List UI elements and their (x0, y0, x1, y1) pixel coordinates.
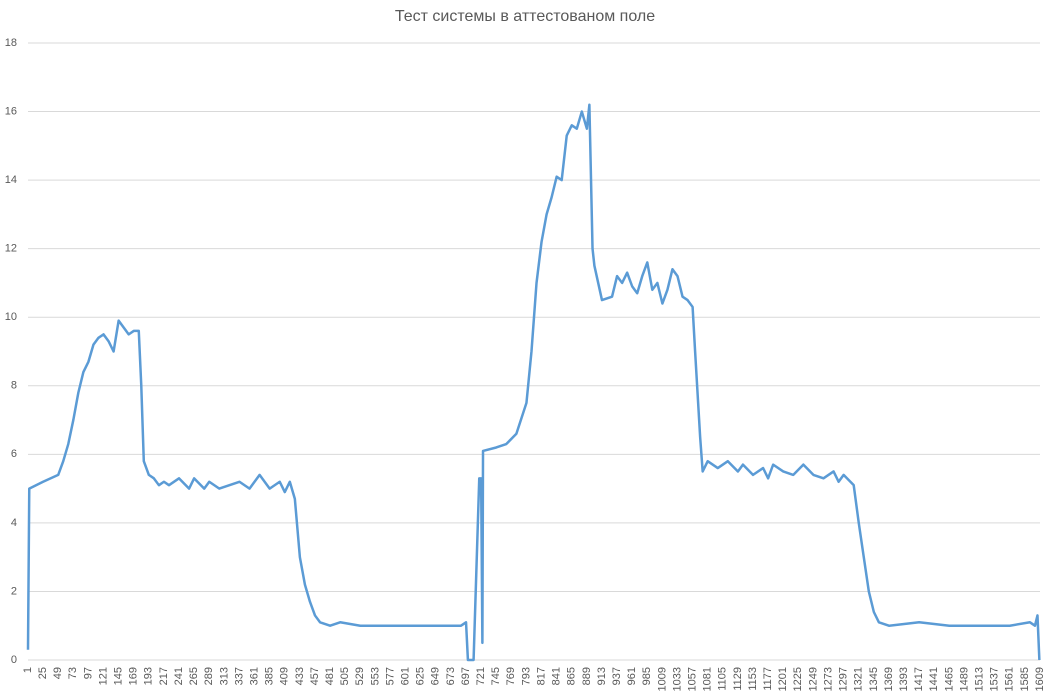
x-tick-label: 1201 (777, 667, 789, 691)
x-tick-label: 481 (324, 667, 336, 685)
x-tick-label: 1009 (656, 667, 668, 691)
x-tick-label: 1537 (989, 667, 1001, 691)
x-tick-label: 217 (158, 667, 170, 685)
x-tick-label: 1273 (822, 667, 834, 691)
x-tick-label: 841 (551, 667, 563, 685)
x-tick-label: 361 (248, 667, 260, 685)
x-tick-label: 577 (384, 667, 396, 685)
x-tick-label: 193 (143, 667, 155, 685)
x-tick-label: 1465 (943, 667, 955, 691)
x-tick-label: 457 (309, 667, 321, 685)
y-tick-label: 6 (11, 448, 17, 460)
x-tick-label: 745 (490, 667, 502, 685)
x-tick-label: 1441 (928, 667, 940, 691)
x-tick-label: 697 (460, 667, 472, 685)
x-tick-label: 601 (400, 667, 412, 685)
x-tick-label: 1585 (1019, 667, 1031, 691)
x-tick-label: 49 (52, 667, 64, 679)
y-tick-label: 16 (5, 105, 17, 117)
x-tick-label: 1489 (958, 667, 970, 691)
y-tick-label: 14 (5, 174, 17, 186)
x-tick-label: 265 (188, 667, 200, 685)
y-tick-label: 2 (11, 585, 17, 597)
x-tick-label: 1297 (838, 667, 850, 691)
x-tick-label: 73 (67, 667, 79, 679)
x-tick-label: 97 (82, 667, 94, 679)
x-tick-label: 1609 (1034, 667, 1046, 691)
y-tick-label: 12 (5, 243, 17, 255)
x-tick-label: 1153 (747, 667, 759, 691)
x-tick-label: 985 (641, 667, 653, 685)
x-tick-label: 1081 (702, 667, 714, 691)
x-tick-label: 145 (113, 667, 125, 685)
data-line (26, 103, 1041, 662)
x-tick-label: 121 (97, 667, 109, 685)
x-tick-label: 793 (520, 667, 532, 685)
x-tick-label: 1249 (807, 667, 819, 691)
x-tick-label: 1345 (868, 667, 880, 691)
x-tick-label: 1321 (853, 667, 865, 691)
x-tick-label: 433 (294, 667, 306, 685)
x-tick-label: 337 (233, 667, 245, 685)
y-tick-label: 10 (5, 311, 17, 323)
x-tick-label: 1225 (792, 667, 804, 691)
x-tick-label: 1417 (913, 667, 925, 691)
x-tick-label: 937 (611, 667, 623, 685)
x-tick-label: 889 (581, 667, 593, 685)
x-tick-label: 25 (37, 667, 49, 679)
x-tick-label: 409 (279, 667, 291, 685)
chart-title: Тест системы в аттестованом поле (395, 8, 655, 25)
x-tick-label: 553 (369, 667, 381, 685)
x-tick-label: 385 (264, 667, 276, 685)
x-tick-label: 865 (566, 667, 578, 685)
x-tick-label: 817 (535, 667, 547, 685)
y-tick-label: 8 (11, 380, 17, 392)
x-tick-label: 913 (596, 667, 608, 685)
x-tick-label: 649 (430, 667, 442, 685)
y-tick-label: 18 (5, 37, 17, 49)
x-tick-label: 289 (203, 667, 215, 685)
x-tick-label: 241 (173, 667, 185, 685)
y-tick-label: 4 (11, 517, 17, 529)
x-tick-label: 1561 (1004, 667, 1016, 691)
x-tick-label: 961 (626, 667, 638, 685)
x-tick-label: 313 (218, 667, 230, 685)
x-tick-label: 1 (22, 667, 34, 673)
x-tick-label: 1033 (671, 667, 683, 691)
x-tick-label: 625 (415, 667, 427, 685)
x-tick-label: 529 (354, 667, 366, 685)
x-tick-label: 505 (339, 667, 351, 685)
x-tick-label: 169 (128, 667, 140, 685)
x-tick-label: 1393 (898, 667, 910, 691)
y-tick-label: 0 (11, 654, 17, 666)
x-tick-label: 1057 (687, 667, 699, 691)
x-tick-label: 721 (475, 667, 487, 685)
x-tick-label: 673 (445, 667, 457, 685)
x-tick-label: 1177 (762, 667, 774, 691)
x-tick-label: 1513 (973, 667, 985, 691)
x-tick-label: 1129 (732, 667, 744, 691)
x-tick-label: 1369 (883, 667, 895, 691)
x-tick-label: 1105 (717, 667, 729, 691)
x-tick-label: 769 (505, 667, 517, 685)
